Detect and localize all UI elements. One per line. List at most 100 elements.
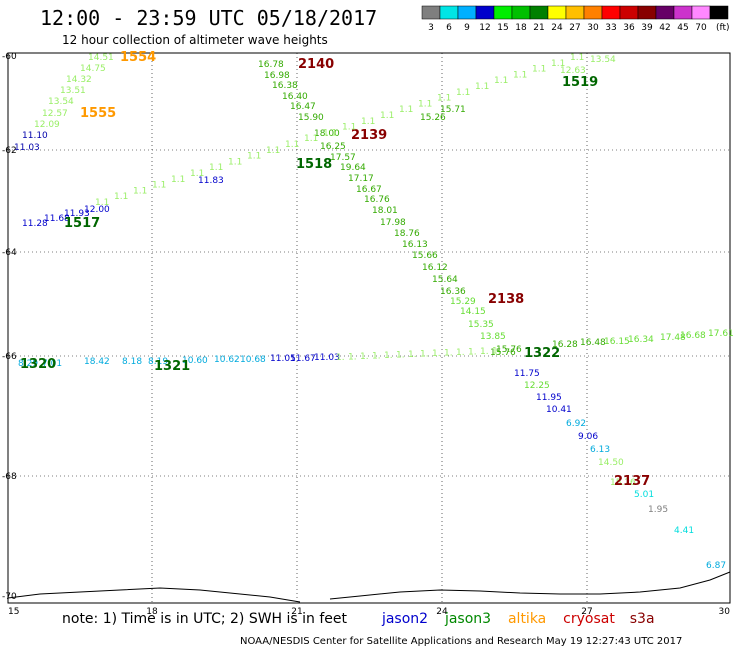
legend-swatch xyxy=(511,5,531,20)
wave-height-value: 15.76 xyxy=(490,348,516,358)
track-id-label: 1519 xyxy=(562,75,598,90)
legend-label: 21 xyxy=(533,23,544,33)
track-trace: 1. xyxy=(372,352,381,362)
wave-height-value: 16.48 xyxy=(580,338,606,348)
lon-label: 24 xyxy=(436,607,448,617)
track-id-label: 2139 xyxy=(351,128,387,143)
legend-unit: (ft) xyxy=(716,23,730,33)
wave-height-value: 9.06 xyxy=(578,432,598,442)
wave-height-value: 16.78 xyxy=(258,60,284,70)
wave-height-value: 10.68 xyxy=(240,355,266,365)
legend-label: 12 xyxy=(479,23,490,33)
wave-height-value: 15.66 xyxy=(412,251,438,261)
legend-label: 42 xyxy=(659,23,670,33)
wave-height-value: 13.85 xyxy=(480,332,506,342)
sat-cryosat: cryosat xyxy=(563,611,615,627)
wave-height-value: 18.42 xyxy=(84,357,110,367)
wave-height-value: 16.47 xyxy=(290,102,316,112)
lat-label: -60 xyxy=(2,52,17,62)
wave-height-value: 17.17 xyxy=(348,174,374,184)
wave-height-value: 16.40 xyxy=(282,92,308,102)
altimeter-tracks: 14.5114.7514.3213.5113.5412.5712.0911.10… xyxy=(14,50,734,571)
track-trace: 1.1 xyxy=(399,105,413,115)
wave-height-value: 12.25 xyxy=(524,381,550,391)
wave-height-value: 15.71 xyxy=(440,105,466,115)
wave-height-value: 11.75 xyxy=(514,369,540,379)
track-trace: 1.1 xyxy=(228,157,242,167)
wave-height-value: 13.54 xyxy=(590,55,616,65)
track-trace: 1.1 xyxy=(361,117,375,127)
wave-height-value: 11.83 xyxy=(198,176,224,186)
track-id-label: 2140 xyxy=(298,57,334,72)
wave-height-value: 6.13 xyxy=(590,445,610,455)
sat-altika: altika xyxy=(507,611,547,627)
wave-height-value: 18.00 xyxy=(314,129,340,139)
track-trace: 1. xyxy=(420,350,429,360)
track-trace: 1.1 xyxy=(152,181,166,191)
wave-height-value: 10.60 xyxy=(182,356,208,366)
track-trace: 1.1 xyxy=(190,169,204,179)
track-trace: 1. xyxy=(456,348,465,358)
coastline xyxy=(7,571,731,603)
legend-swatch xyxy=(439,5,459,20)
track-trace: 1. xyxy=(336,353,345,363)
track-trace: 1.1 xyxy=(114,192,128,202)
sat-jason3: jason3 xyxy=(444,611,492,627)
wave-height-value: 17.57 xyxy=(330,153,356,163)
legend-label: 36 xyxy=(623,23,635,33)
lon-label: 18 xyxy=(146,607,158,617)
wave-height-value: 10.62 xyxy=(214,355,240,365)
lat-label: -68 xyxy=(2,472,17,482)
track-id-label: 1322 xyxy=(524,346,560,361)
legend-swatch xyxy=(637,5,657,20)
legend-swatch xyxy=(655,5,675,20)
wave-height-value: 16.67 xyxy=(356,185,382,195)
wave-height-value: 18.01 xyxy=(372,206,398,216)
wave-height-value: 12.57 xyxy=(42,109,68,119)
wave-height-value: 8.18 xyxy=(122,357,142,367)
legend-label: 39 xyxy=(641,23,653,33)
track-trace: 1.1 xyxy=(285,140,299,150)
wave-height-value: 15.76 xyxy=(496,345,522,355)
wave-height-value: 11.03 xyxy=(314,353,340,363)
wave-height-value: 12.00 xyxy=(84,205,110,215)
legend-label: 33 xyxy=(605,23,616,33)
track-id-label: 2137 xyxy=(614,474,650,489)
legend-label: 27 xyxy=(569,23,580,33)
track-trace: 1.1 xyxy=(494,76,508,86)
wave-height-value: 19.64 xyxy=(340,163,366,173)
wave-height-value: 16.38 xyxy=(272,81,298,91)
track-trace: 1.1 xyxy=(532,65,546,75)
legend-swatch xyxy=(457,5,477,20)
track-trace: 1.1 xyxy=(133,186,147,196)
track-id-label: 2138 xyxy=(488,292,524,307)
track-trace: 1. xyxy=(348,353,357,363)
wave-height-value: 8.19 xyxy=(148,357,168,367)
legend-label: 30 xyxy=(587,23,599,33)
wave-height-value: 16.76 xyxy=(364,195,390,205)
legend-swatch xyxy=(709,5,729,20)
wave-height-value: 16.25 xyxy=(320,142,346,152)
track-trace: 1. xyxy=(492,347,501,357)
wave-height-value: 16.15 xyxy=(604,337,630,347)
track-trace: 1.1 xyxy=(551,59,565,69)
track-id-label: 1321 xyxy=(154,359,190,374)
legend-label: 9 xyxy=(464,23,470,33)
footer-credit: NOAA/NESDIS Center for Satellite Applica… xyxy=(240,636,683,647)
track-trace: 1. xyxy=(432,349,441,359)
track-trace: 1.1 xyxy=(247,152,261,162)
track-id-label: 1555 xyxy=(80,106,116,121)
legend-label: 70 xyxy=(695,23,707,33)
track-trace: 1. xyxy=(408,350,417,360)
wave-height-value: 4.41 xyxy=(674,526,694,536)
legend-swatch xyxy=(493,5,513,20)
lon-label: 21 xyxy=(291,607,302,617)
track-trace: 1.1 xyxy=(323,128,337,138)
wave-height-value: 16.36 xyxy=(440,287,466,297)
wave-height-value: 11.03 xyxy=(14,143,40,153)
track-trace: 1. xyxy=(468,348,477,358)
track-id-label: 1320 xyxy=(20,357,56,372)
wave-height-value: 16.13 xyxy=(402,240,428,250)
wave-height-value: 11.93 xyxy=(64,209,90,219)
